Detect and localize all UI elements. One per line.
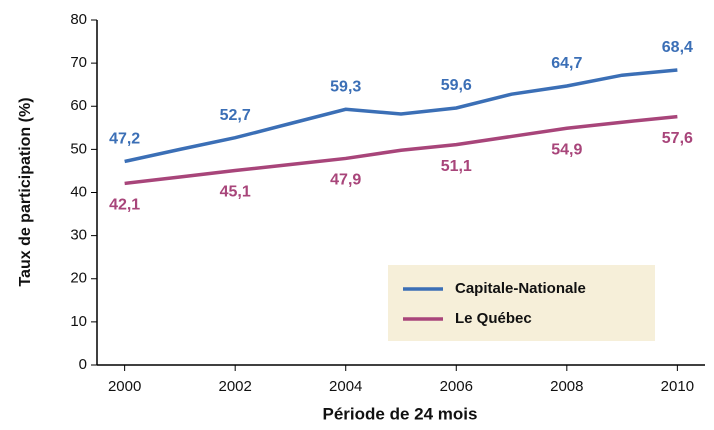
y-tick-label: 30	[70, 227, 87, 244]
x-tick-label: 2006	[440, 378, 473, 395]
data-label: 64,7	[551, 55, 582, 72]
legend-label: Le Québec	[455, 310, 532, 327]
data-label: 68,4	[662, 39, 693, 56]
y-tick-label: 40	[70, 183, 87, 200]
data-label: 51,1	[441, 158, 472, 175]
data-label: 45,1	[220, 184, 251, 201]
x-tick-label: 2008	[550, 378, 583, 395]
y-tick-label: 70	[70, 54, 87, 71]
data-label: 42,1	[109, 197, 140, 214]
data-label: 54,9	[551, 141, 582, 158]
y-tick-label: 50	[70, 140, 87, 157]
line-series	[124, 68, 678, 164]
x-tick-label: 2002	[218, 378, 251, 395]
data-label: 57,6	[662, 130, 693, 147]
y-tick-label: 80	[70, 11, 87, 28]
data-label: 47,2	[109, 131, 140, 148]
legend-label: Capitale-Nationale	[455, 280, 586, 297]
x-tick-label: 2004	[329, 378, 362, 395]
data-label: 47,9	[330, 172, 361, 189]
x-tick-label: 2010	[661, 378, 694, 395]
data-label: 52,7	[220, 107, 251, 124]
y-tick-label: 60	[70, 97, 87, 114]
legend	[388, 265, 655, 341]
y-tick-label: 20	[70, 270, 87, 287]
data-label: 59,6	[441, 77, 472, 94]
y-axis-title: Taux de participation (%)	[17, 97, 34, 286]
data-label: 59,3	[330, 78, 361, 95]
line-series	[124, 114, 678, 186]
y-tick-label: 10	[70, 313, 87, 330]
x-tick-label: 2000	[108, 378, 141, 395]
y-tick-label: 0	[79, 356, 87, 373]
x-axis-title: Période de 24 mois	[323, 404, 478, 423]
